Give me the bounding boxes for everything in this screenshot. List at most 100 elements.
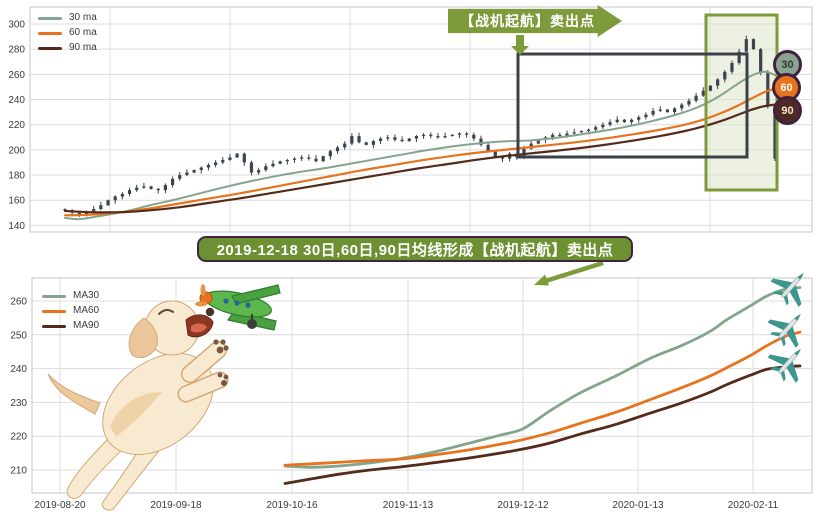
pointer-arrow-icon [534,260,604,286]
candle-body [658,109,662,111]
candle-body [300,157,304,159]
candle-body [149,186,153,189]
candle-body [214,162,218,165]
candle-body [716,79,720,86]
candle-body [472,134,476,139]
candle-body [92,209,96,213]
y-tick-label: 300 [8,20,25,31]
ma-line-60ma [63,87,777,217]
candle-body [350,136,354,144]
candle-body [651,110,655,115]
candle-body [393,137,397,140]
candle-body [701,90,705,96]
candle-body [723,71,727,80]
candle-body [615,119,619,123]
legend-item-MA30: MA30 [42,290,99,302]
candle-body [278,161,282,164]
candle-body [63,209,67,211]
dog-illustration [47,284,281,511]
ma30-swatch [38,16,62,20]
y-tick-label: 180 [8,171,25,182]
candle-body [465,133,469,135]
candle-body [744,39,748,52]
MA60-label: MA60 [73,305,100,316]
x-tick-label: 2020-01-13 [612,500,664,511]
y-tick-label: 200 [8,145,25,156]
candle-body [257,170,261,173]
candles [63,35,777,217]
y-tick-label: 220 [8,120,25,131]
candle-body [443,136,447,138]
candle-body [106,200,110,206]
candle-body [285,159,289,162]
candle-body [665,109,670,113]
candle-body [486,144,490,152]
candle-body [407,138,411,142]
candle-body [672,108,677,113]
jet-icon-ma90 [767,348,801,383]
candle-body [235,153,239,158]
candle-body [680,104,684,109]
candle-body [335,147,340,152]
y-tick-label: 260 [10,297,27,308]
candle-body [185,172,189,176]
candle-body [378,138,383,142]
candle-body [321,156,325,162]
MA60-swatch [42,309,66,313]
y-tick-label: 220 [10,432,27,443]
candle-body [314,158,318,162]
ma30-label: 30 ma [69,12,97,23]
y-tick-label: 240 [10,364,27,375]
badge-90: 90 [773,96,802,125]
candle-body [421,134,426,137]
candle-body [429,134,433,137]
candle-body [127,190,132,194]
candle-body [457,133,462,135]
candle-body [536,139,540,144]
candle-body [228,157,232,160]
candle-body [565,133,569,137]
candle-body [572,132,576,134]
candle-body [357,136,361,143]
candle-body [199,167,203,171]
candle-body [551,134,555,138]
candle-body [708,85,713,91]
candle-body [249,162,254,173]
MA30-swatch [42,294,66,298]
candle-body [450,134,454,137]
y-tick-label: 210 [10,466,27,477]
y-tick-label: 140 [8,221,25,232]
jet-icon-ma30 [770,272,804,307]
candle-body [307,157,311,159]
candle-body [170,178,175,186]
ma90-label: 90 ma [69,42,97,53]
MA90-label: MA90 [73,320,100,331]
candle-body [271,163,275,167]
candle-body [601,124,605,128]
candle-body [687,100,691,105]
candle-body [328,151,332,157]
candle-body [608,122,612,125]
candle-body [586,129,591,131]
candle-body [622,119,626,123]
down-arrow-icon [511,35,529,55]
highlight-band-fill [706,15,777,190]
candle-body [142,186,146,188]
candle-body [773,105,777,159]
ma-line-30ma [64,70,776,221]
candle-body [400,139,404,142]
y-tick-label: 280 [8,45,25,56]
candle-body [766,71,770,106]
plot-border [29,6,813,233]
candle-body [500,157,505,159]
y-tick-label: 240 [8,95,25,106]
legend-item-90ma: 90 ma [38,42,97,54]
candle-body [156,188,160,191]
candle-body [192,170,196,173]
candle-body [414,136,419,139]
sell-point-banner: 【战机起航】卖出点 [448,5,622,37]
candle-body [558,134,562,137]
ma60-label: 60 ma [69,27,97,38]
ma-line-90ma [63,103,777,214]
bottom-legend: MA30 MA60 MA90 [42,290,99,332]
